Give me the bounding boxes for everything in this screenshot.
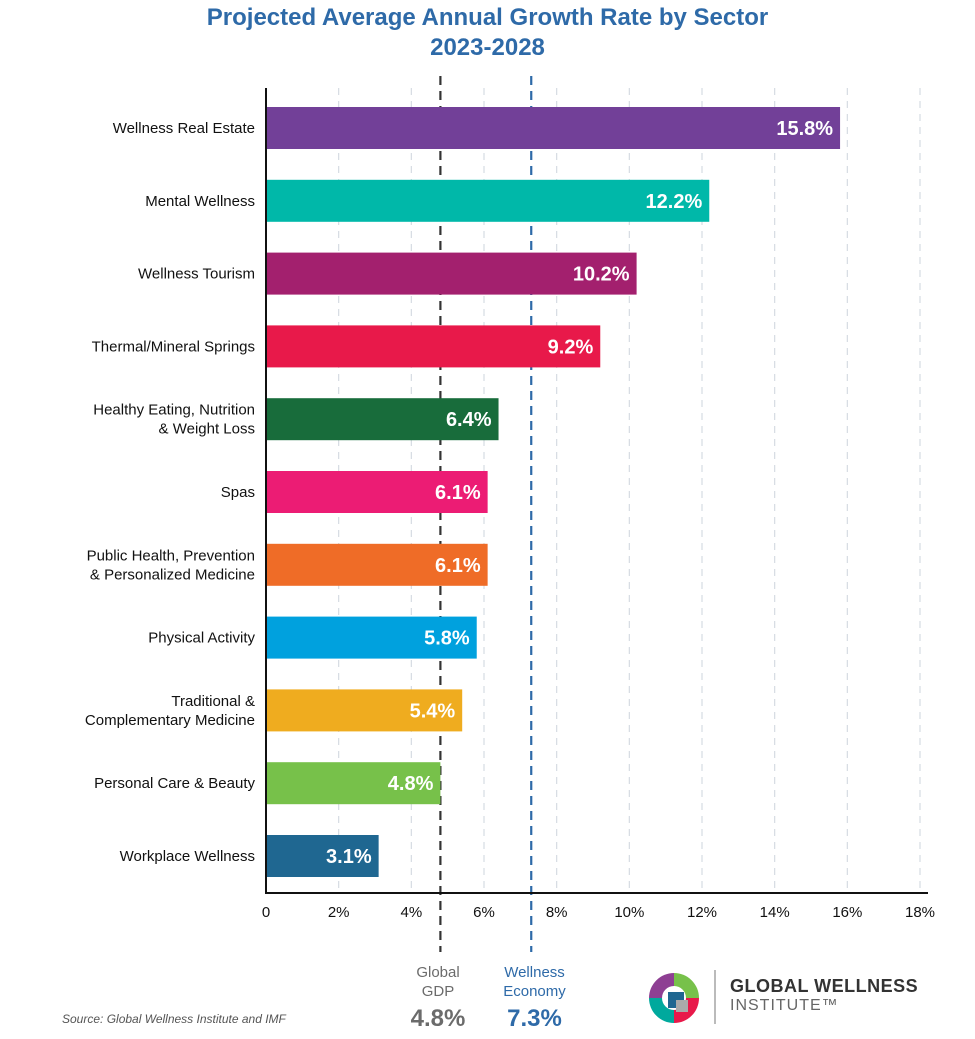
bar (266, 179, 710, 222)
logo-divider (714, 970, 716, 1024)
x-tick-label: 12% (687, 904, 717, 921)
bar-value-label: 5.4% (410, 700, 456, 722)
category-label: Traditional & Complementary Medicine (85, 693, 255, 729)
category-label: Public Health, Prevention & Personalized … (87, 547, 255, 583)
category-label-line: Healthy Eating, Nutrition (93, 402, 255, 419)
wellness-economy-label-line2: Economy (503, 983, 566, 1000)
logo-text-line1: GLOBAL WELLNESS (730, 976, 919, 996)
global-gdp-label-line2: GDP (421, 983, 455, 1000)
chart-title: Projected Average Annual Growth Rate by … (206, 4, 769, 31)
bar (266, 252, 637, 295)
bar-value-label: 6.4% (446, 409, 492, 431)
bar (266, 107, 841, 149)
category-label-line: Spas (221, 484, 255, 501)
bar-value-label: 9.2% (548, 336, 594, 358)
category-label-line: Public Health, Prevention (87, 547, 255, 564)
x-tick-label: 18% (905, 904, 935, 921)
global-gdp-label-line1: Global (416, 964, 460, 981)
category-label-line: Thermal/Mineral Springs (92, 338, 255, 355)
category-label-line: Wellness Tourism (138, 266, 255, 283)
wellness-economy-label: Wellness Economy (487, 963, 582, 1001)
x-tick-label: 10% (614, 904, 644, 921)
bar (266, 325, 601, 368)
bar-value-label: 10.2% (573, 264, 630, 286)
x-tick-label: 4% (400, 904, 422, 921)
category-label: Physical Activity (148, 630, 255, 647)
bar-value-label: 6.1% (435, 555, 481, 577)
bar (266, 689, 463, 732)
bar (266, 398, 499, 441)
wellness-economy-value: 7.3% (507, 1005, 562, 1032)
category-label: Spas (221, 484, 255, 501)
category-label-line: Physical Activity (148, 630, 255, 647)
bar-value-label: 15.8% (776, 118, 833, 140)
global-gdp-value: 4.8% (410, 1005, 466, 1032)
category-label-line: & Weight Loss (159, 421, 255, 438)
x-tick-label: 16% (832, 904, 862, 921)
global-gdp-label: Global GDP (398, 963, 478, 1001)
category-label-line: Wellness Real Estate (113, 120, 255, 137)
gwi-logo-icon (649, 973, 699, 1023)
bar-value-label: 12.2% (646, 191, 703, 213)
category-label-line: Complementary Medicine (85, 712, 255, 729)
chart-subtitle: 2023-2028 (430, 34, 545, 61)
bar (266, 543, 488, 586)
bar (266, 835, 379, 877)
category-label-line: & Personalized Medicine (90, 566, 255, 583)
x-tick-label: 0 (262, 904, 270, 921)
bar-value-label: 5.8% (424, 628, 470, 650)
source-note: Source: Global Wellness Institute and IM… (62, 1012, 286, 1026)
category-label: Wellness Tourism (138, 266, 255, 283)
category-label: Wellness Real Estate (113, 120, 255, 137)
bar-value-label: 3.1% (326, 846, 372, 868)
category-label-line: Mental Wellness (145, 193, 255, 210)
x-tick-label: 8% (546, 904, 568, 921)
bar (266, 762, 441, 805)
logo-text-line2: INSTITUTE™ (730, 997, 839, 1014)
bar-value-label: 4.8% (388, 773, 434, 795)
x-tick-label: 6% (473, 904, 495, 921)
category-label-line: Workplace Wellness (120, 848, 255, 865)
x-tick-label: 14% (760, 904, 790, 921)
category-label-line: Traditional & (171, 693, 255, 710)
category-label: Thermal/Mineral Springs (92, 338, 255, 355)
bar (266, 616, 477, 659)
category-label: Workplace Wellness (120, 848, 255, 865)
bar (266, 471, 488, 513)
category-label: Mental Wellness (145, 193, 255, 210)
x-tick-label: 2% (328, 904, 350, 921)
bar-value-label: 6.1% (435, 482, 481, 504)
category-label-line: Personal Care & Beauty (94, 775, 255, 792)
category-label: Personal Care & Beauty (94, 775, 255, 792)
category-label: Healthy Eating, Nutrition & Weight Loss (93, 402, 255, 438)
wellness-economy-label-line1: Wellness (504, 964, 565, 981)
